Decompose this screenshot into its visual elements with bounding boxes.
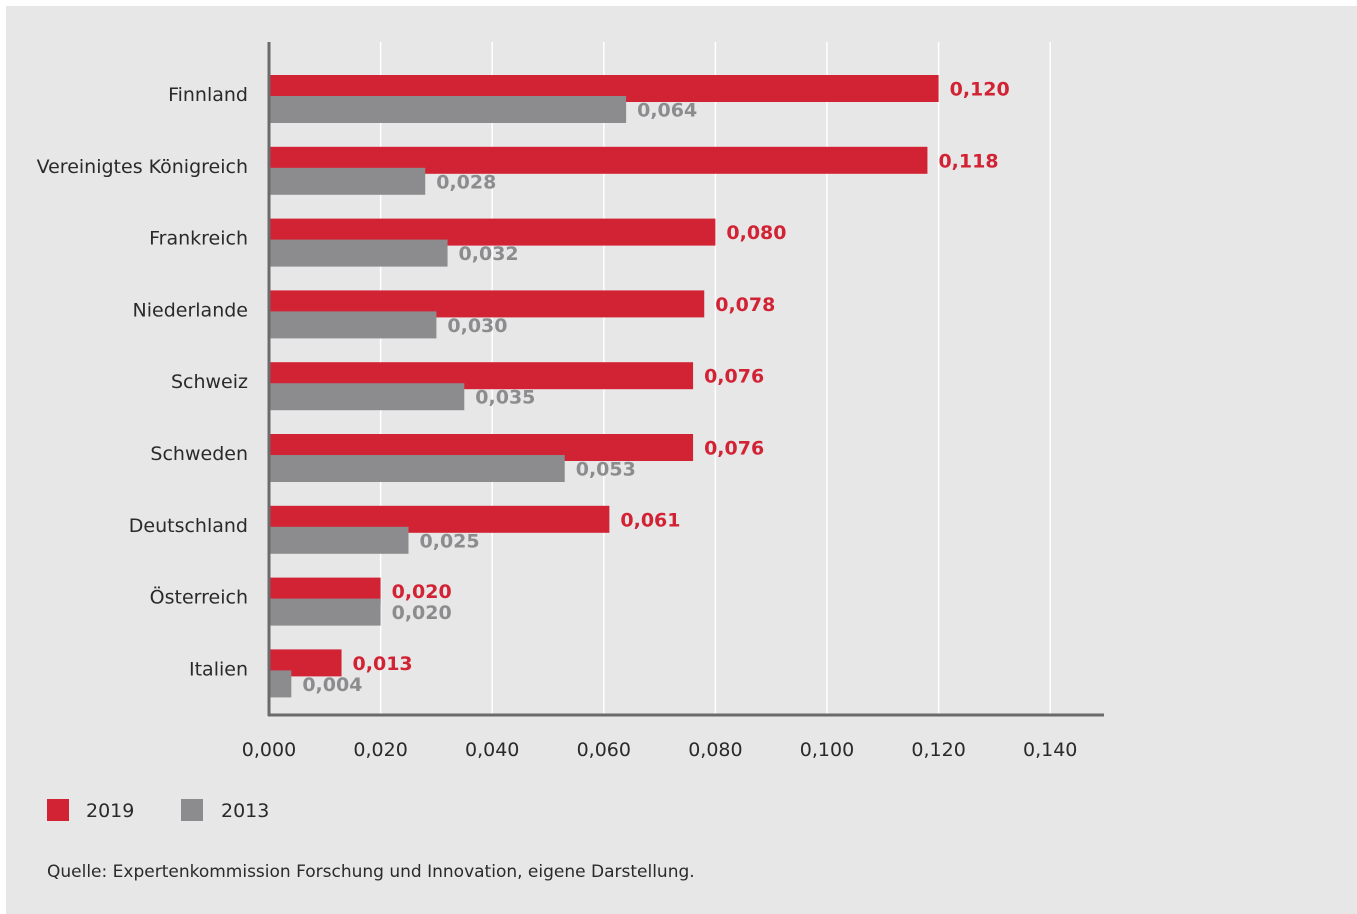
data-label-2013: 0,064: [637, 100, 697, 122]
data-label-2013: 0,053: [576, 459, 636, 481]
data-label-2019: 0,076: [704, 366, 764, 388]
x-tick-label: 0,040: [465, 739, 519, 761]
legend-label-2019: 2019: [86, 800, 134, 822]
category-label: Schweiz: [171, 371, 248, 393]
category-label: Schweden: [150, 443, 248, 465]
x-tick-label: 0,100: [800, 739, 854, 761]
source-note: Quelle: Expertenkommission Forschung und…: [47, 862, 695, 882]
bar-2013: [269, 670, 292, 698]
bar-2013: [269, 239, 448, 267]
data-label-2013: 0,020: [392, 602, 452, 624]
bar-2013: [269, 96, 627, 123]
data-label-2013: 0,004: [302, 674, 362, 696]
data-label-2019: 0,020: [392, 581, 452, 603]
x-tick-label: 0,000: [242, 739, 296, 761]
data-label-2019: 0,076: [704, 438, 764, 460]
data-label-2013: 0,030: [447, 315, 507, 337]
category-label: Vereinigtes Königreich: [37, 156, 248, 178]
category-label: Italien: [189, 658, 248, 680]
data-label-2013: 0,028: [436, 171, 496, 193]
legend-swatch-2019: [47, 799, 69, 821]
bar-2013: [269, 455, 565, 482]
data-label-2019: 0,061: [620, 509, 680, 531]
x-tick-label: 0,120: [911, 739, 965, 761]
data-label-2019: 0,118: [938, 150, 998, 172]
data-label-2013: 0,035: [475, 387, 535, 409]
category-label: Frankreich: [149, 228, 248, 250]
x-tick-label: 0,020: [353, 739, 407, 761]
labels: 0,000 0,020 0,040 0,060 0,080 0,100 0,120 0,140…: [37, 79, 1078, 762]
category-label: Deutschland: [129, 515, 248, 537]
data-label-2019: 0,080: [726, 222, 786, 244]
bar-2013: [269, 383, 465, 411]
category-label: Finnland: [168, 84, 248, 106]
data-label-2013: 0,025: [420, 530, 480, 552]
x-tick-label: 0,060: [577, 739, 631, 761]
data-label-2013: 0,032: [459, 243, 519, 265]
bar-2013: [269, 598, 381, 626]
legend-swatch-2013: [181, 799, 203, 821]
data-label-2019: 0,120: [950, 79, 1010, 101]
axes: [267, 42, 1104, 717]
category-label: Österreich: [150, 586, 248, 609]
data-label-2019: 0,078: [715, 294, 775, 316]
legend-label-2013: 2013: [221, 800, 269, 822]
bar-2013: [269, 311, 437, 339]
category-label: Niederlande: [133, 299, 248, 321]
bar-2013: [269, 526, 409, 554]
data-label-2019: 0,013: [353, 653, 413, 675]
legend: 2019 2013: [47, 799, 269, 822]
bars: [269, 75, 939, 698]
x-tick-label: 0,080: [688, 739, 742, 761]
x-tick-label: 0,140: [1023, 739, 1077, 761]
bar-2013: [269, 167, 426, 195]
